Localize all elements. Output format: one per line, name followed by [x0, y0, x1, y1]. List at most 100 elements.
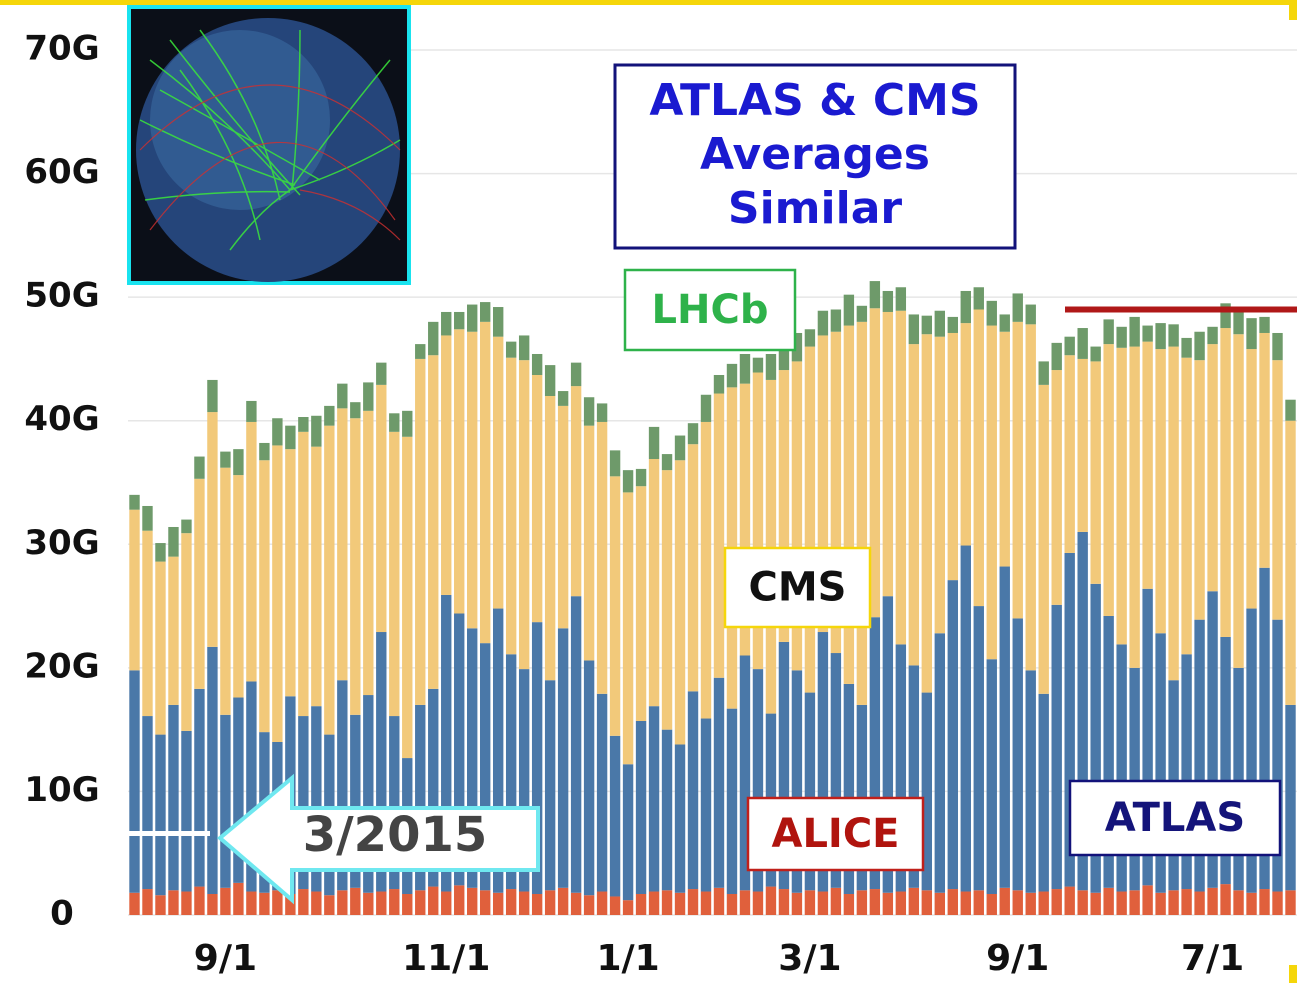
bar-segment: [831, 310, 841, 332]
bar-segment: [415, 890, 425, 915]
bar-segment: [428, 355, 438, 689]
bar-segment: [1181, 358, 1191, 655]
bar-segment: [519, 892, 529, 915]
y-tick-label: 0: [50, 894, 74, 934]
x-tick-label: 9/1: [986, 938, 1049, 979]
bar-segment: [532, 354, 542, 375]
bar-segment: [740, 890, 750, 915]
bar-segment: [493, 337, 503, 609]
bar-segment: [1013, 618, 1023, 890]
y-tick-label: 20G: [24, 646, 99, 686]
bar-segment: [246, 401, 256, 422]
bar-segment: [922, 316, 932, 335]
bar-segment: [675, 436, 685, 461]
bar-segment: [376, 892, 386, 915]
bar-segment: [1077, 359, 1087, 532]
bar-segment: [1285, 400, 1295, 421]
bar-segment: [389, 413, 399, 432]
bar-segment: [1168, 347, 1178, 681]
legend-label: ATLAS: [1105, 795, 1245, 841]
bar-segment: [740, 354, 750, 384]
bar-segment: [376, 363, 386, 385]
bar-segment: [961, 323, 971, 545]
bar-segment: [675, 460, 685, 744]
bar-segment: [909, 314, 919, 344]
bar-segment: [701, 892, 711, 915]
bar-segment: [662, 454, 672, 470]
bar-segment: [688, 691, 698, 889]
bar-segment: [727, 709, 737, 894]
bar-segment: [1155, 323, 1165, 349]
bar-segment: [363, 411, 373, 695]
bar-segment: [233, 475, 243, 697]
y-tick-label: 10G: [24, 770, 99, 810]
bar-segment: [597, 403, 607, 422]
bar-segment: [467, 305, 477, 332]
bar-segment: [1116, 348, 1126, 645]
bar-segment: [337, 890, 347, 915]
bar-segment: [636, 469, 646, 486]
bar-segment: [389, 889, 399, 915]
bar-segment: [181, 892, 191, 915]
bar-segment: [324, 426, 334, 735]
bar-segment: [974, 890, 984, 915]
bar-segment: [454, 329, 464, 613]
bar-segment: [545, 890, 555, 915]
bar-segment: [1259, 333, 1269, 568]
bar-segment: [142, 716, 152, 889]
bar-segment: [1129, 347, 1139, 668]
bar-segment: [896, 311, 906, 645]
bar-segment: [935, 633, 945, 893]
bar-segment: [168, 890, 178, 915]
x-tick-label: 9/1: [194, 938, 257, 979]
bar-segment: [220, 468, 230, 715]
bar-segment: [805, 347, 815, 693]
bar-segment: [246, 422, 256, 682]
bar-segment: [1259, 889, 1269, 915]
bar-segment: [259, 893, 269, 915]
bar-segment: [337, 384, 347, 409]
bar-segment: [636, 894, 646, 915]
x-tick-label: 3/1: [778, 938, 841, 979]
bar-segment: [1181, 338, 1191, 358]
bar-segment: [558, 406, 568, 628]
bar-segment: [1285, 890, 1295, 915]
title-line: Averages: [700, 129, 930, 180]
bar-segment: [987, 301, 997, 326]
bar-segment: [961, 291, 971, 323]
bar-segment: [285, 426, 295, 449]
bar-segment: [1000, 332, 1010, 567]
bar-segment: [1194, 892, 1204, 915]
bar-segment: [493, 893, 503, 915]
bar-segment: [571, 893, 581, 915]
bar-segment: [922, 890, 932, 915]
bar-segment: [142, 889, 152, 915]
bar-segment: [1039, 694, 1049, 892]
bar-segment: [597, 892, 607, 915]
bar-segment: [1000, 888, 1010, 915]
bar-segment: [142, 506, 152, 531]
bar-segment: [1142, 885, 1152, 915]
bar-segment: [558, 391, 568, 406]
y-tick-label: 30G: [24, 523, 99, 563]
bar-segment: [649, 427, 659, 459]
bar-segment: [532, 375, 542, 622]
bar-segment: [1194, 360, 1204, 620]
bar-segment: [220, 715, 230, 888]
bar-segment: [350, 418, 360, 715]
bar-segment: [948, 889, 958, 915]
bar-segment: [1246, 318, 1256, 349]
y-tick-label: 50G: [24, 276, 99, 316]
bar-segment: [168, 557, 178, 705]
bar-segment: [324, 406, 334, 426]
bar-segment: [1155, 349, 1165, 633]
bar-segment: [1026, 324, 1036, 670]
bar-segment: [129, 670, 139, 892]
bar-segment: [766, 354, 776, 380]
bar-segment: [1052, 370, 1062, 605]
y-tick-label: 70G: [24, 29, 99, 69]
bar-segment: [792, 893, 802, 915]
bar-segment: [1207, 344, 1217, 591]
bar-segment: [1090, 347, 1100, 362]
bar-segment: [1272, 892, 1282, 915]
